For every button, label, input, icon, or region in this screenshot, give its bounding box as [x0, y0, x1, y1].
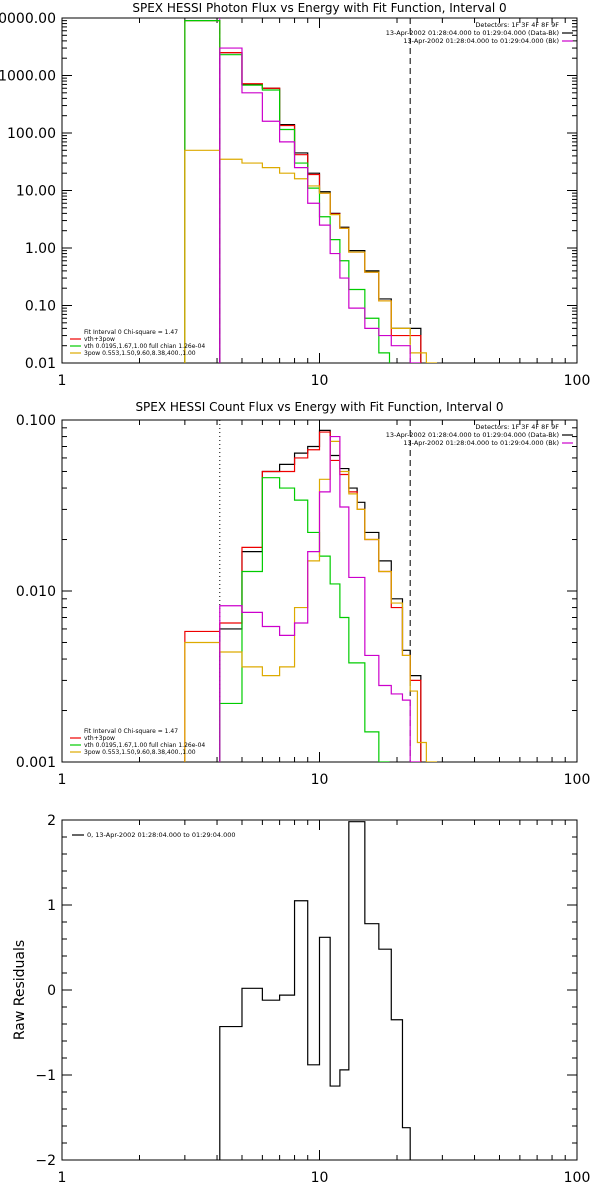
x-tick-label: 10	[311, 1170, 329, 1186]
x-tick-label: 1	[58, 772, 67, 788]
chart-title: SPEX HESSI Count Flux vs Energy with Fit…	[135, 400, 503, 414]
legend-entry: vth 0.0195,1.67,1.00 full chian 1.26e-04	[84, 343, 205, 350]
y-tick-label: 2	[47, 813, 56, 829]
y-tick-label: −2	[35, 1153, 56, 1169]
panel-1: SPEX HESSI Photon Flux vs Energy with Fi…	[0, 1, 590, 389]
legend-entry: Fit Interval 0 Chi-square = 1.47	[84, 329, 178, 336]
y-tick-label: 100.00	[7, 126, 56, 142]
series-line-3	[219, 477, 390, 762]
legend-entry: vth+3pow	[84, 735, 115, 742]
series-line-1	[219, 821, 411, 1160]
y-tick-label: 1	[47, 898, 56, 914]
legend-entry: vth+3pow	[84, 336, 115, 343]
legend-entry: Detectors: 1F 3F 4F 8F 9F	[475, 21, 559, 29]
y-tick-label: 0.100	[16, 413, 56, 429]
panel-3: Raw Residuals 1 10 100 −2 −1 0 1 2 0, 13-Apr-2002…	[12, 813, 590, 1186]
series-line-4	[184, 149, 438, 363]
y-tick-label: 0000.00	[0, 11, 56, 27]
y-tick-label: 10.00	[16, 184, 56, 200]
y-tick-label: 0.010	[16, 584, 56, 600]
legend-entry: 13-Apr-2002 01:28:04.000 to 01:29:04.000…	[386, 431, 559, 439]
y-tick-label: 0.001	[16, 755, 56, 771]
legend-entry: 13-Apr-2002 01:28:04.000 to 01:29:04.000…	[403, 37, 559, 45]
plot-frame	[61, 419, 578, 763]
legend-entry: Fit Interval 0 Chi-square = 1.47	[84, 728, 178, 735]
x-tick-label: 1	[58, 1170, 67, 1186]
y-tick-label: 1000.00	[0, 69, 56, 85]
legend-entry: Detectors: 1F 3F 4F 8F 9F	[475, 423, 559, 431]
y-tick-label: 0.10	[25, 299, 56, 315]
legend-entry: 13-Apr-2002 01:28:04.000 to 01:29:04.000…	[386, 29, 559, 37]
x-tick-label: 10	[311, 772, 329, 788]
x-tick-label: 100	[564, 1170, 591, 1186]
x-tick-label: 10	[311, 373, 329, 389]
legend-entry: vth 0.0195,1.67,1.00 full chian 1.26e-04	[84, 742, 205, 749]
legend-entry: 13-Apr-2002 01:28:04.000 to 01:29:04.000…	[403, 439, 559, 447]
panel-2: SPEX HESSI Count Flux vs Energy with Fit…	[16, 400, 590, 788]
series-line-5	[219, 47, 421, 363]
series-line-3	[184, 20, 391, 363]
legend-entry: 3pow 0.553,1.50,9.60,8.38,400.,1.00	[84, 749, 196, 756]
series-line-4	[184, 440, 438, 762]
y-tick-label: 0.01	[25, 356, 56, 372]
y-axis-label: Raw Residuals	[12, 940, 28, 1040]
series-line-5	[219, 435, 421, 762]
x-tick-label: 100	[564, 373, 591, 389]
y-tick-label: 1.00	[25, 241, 56, 257]
legend-entry: 0, 13-Apr-2002 01:28:04.000 to 01:29:04.…	[87, 831, 236, 839]
x-tick-label: 100	[564, 772, 591, 788]
chart-title: SPEX HESSI Photon Flux vs Energy with Fi…	[132, 1, 506, 15]
legend-entry: 3pow 0.553,1.50,9.60,8.38,400.,1.00	[84, 350, 196, 357]
y-tick-label: −1	[35, 1068, 56, 1084]
x-tick-label: 1	[58, 373, 67, 389]
y-tick-label: 0	[47, 983, 56, 999]
